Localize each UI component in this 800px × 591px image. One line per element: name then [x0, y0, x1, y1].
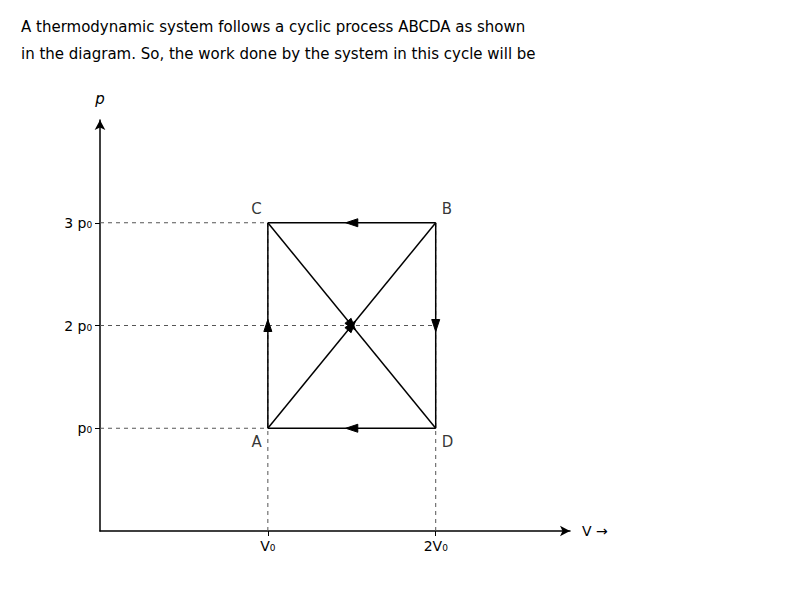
svg-text:3 p₀: 3 p₀: [64, 215, 92, 231]
svg-text:B: B: [442, 200, 452, 218]
svg-text:2V₀: 2V₀: [424, 538, 448, 554]
svg-text:p: p: [94, 90, 105, 108]
svg-text:A: A: [252, 433, 263, 451]
svg-text:A thermodynamic system follows: A thermodynamic system follows a cyclic …: [21, 18, 525, 36]
svg-text:C: C: [251, 200, 261, 218]
svg-text:V →: V →: [582, 523, 608, 539]
svg-text:p₀: p₀: [78, 420, 93, 436]
svg-text:2 p₀: 2 p₀: [64, 318, 92, 334]
svg-text:D: D: [442, 433, 454, 451]
svg-text:in the diagram. So, the work d: in the diagram. So, the work done by the…: [21, 45, 536, 63]
svg-text:V₀: V₀: [260, 538, 276, 554]
